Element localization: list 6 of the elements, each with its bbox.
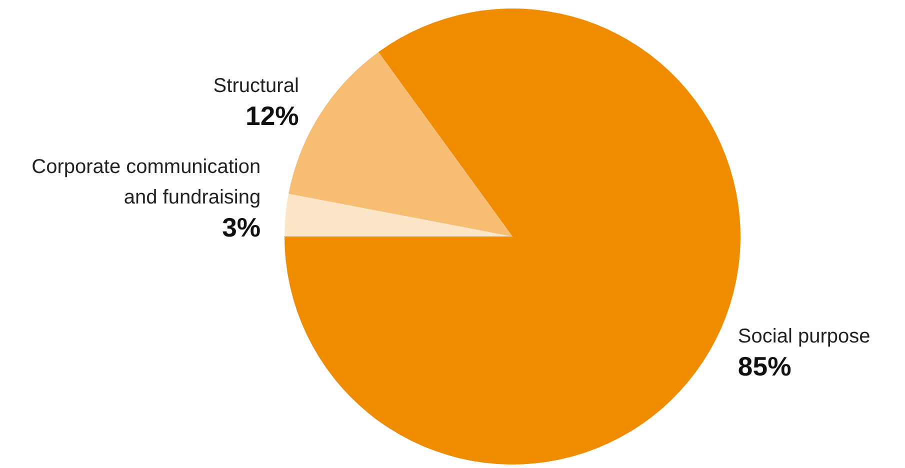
data-label: 3%: [222, 212, 261, 243]
slice-label: Social purpose: [738, 325, 870, 348]
slice-label: Structural: [213, 74, 299, 97]
slice-label: Corporate communication and fundraising: [32, 156, 261, 209]
data-label: 85%: [738, 351, 792, 382]
data-label: 12%: [246, 100, 299, 131]
